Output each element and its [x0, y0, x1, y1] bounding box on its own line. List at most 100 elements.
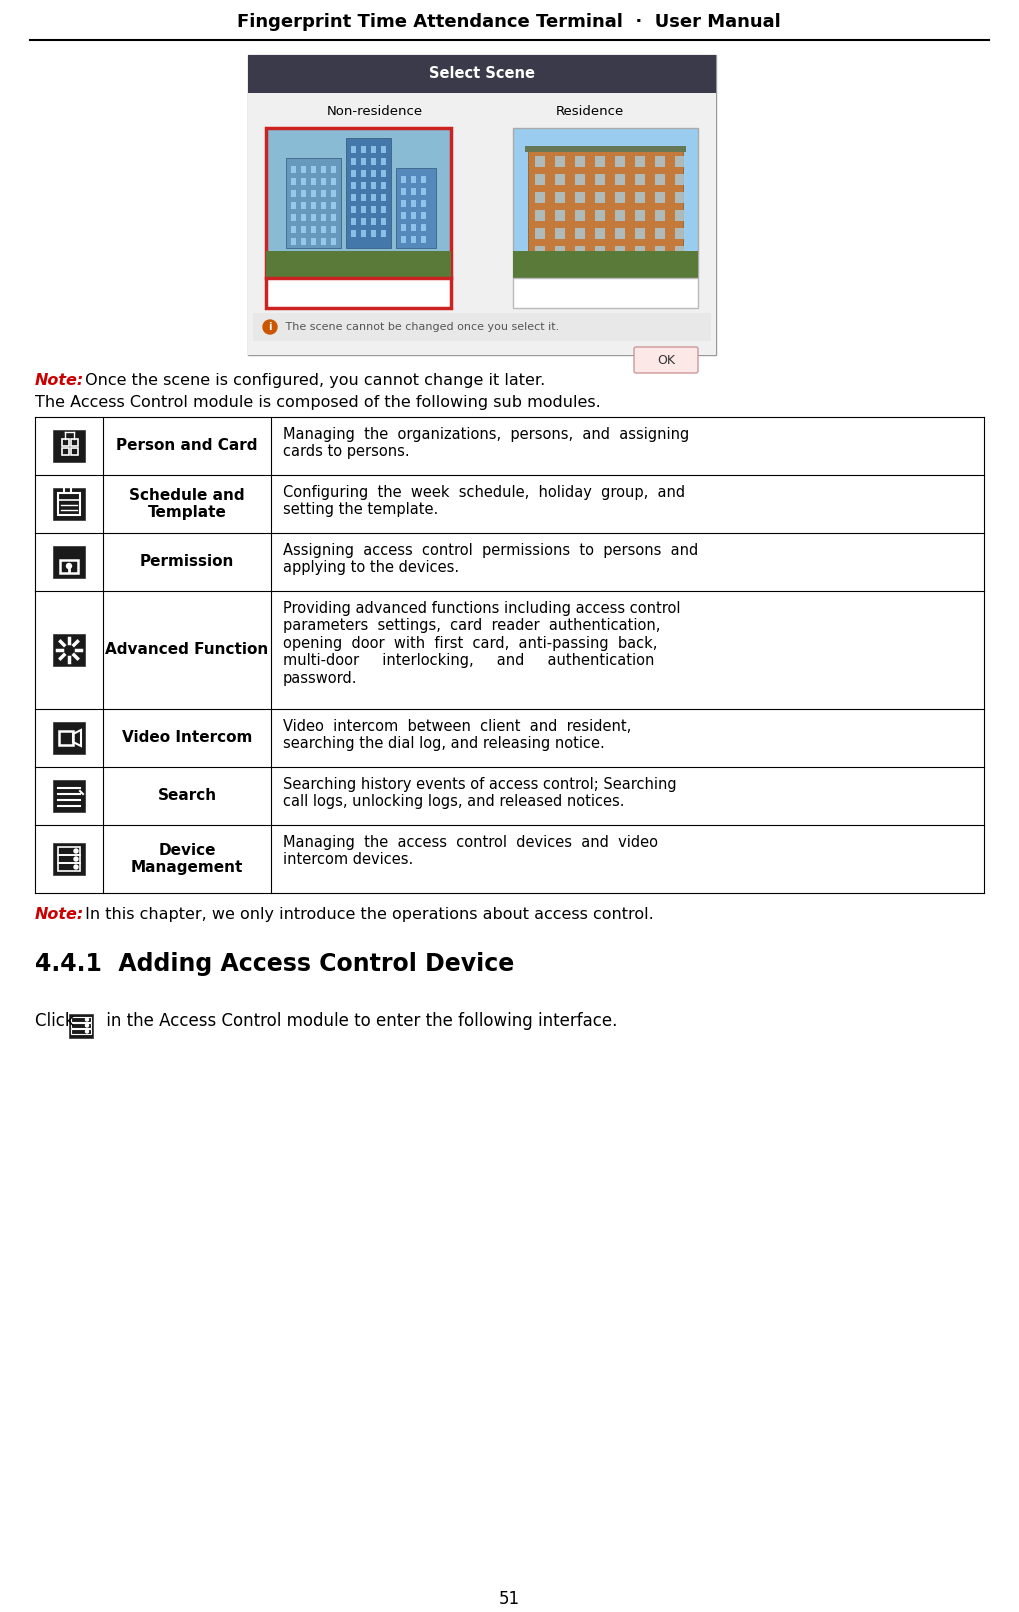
Bar [675, 174, 685, 185]
Bar [555, 192, 565, 203]
Text: Device
Management: Device Management [130, 843, 244, 875]
Bar [266, 251, 451, 277]
Bar [53, 843, 85, 875]
Bar [311, 190, 316, 197]
Bar [331, 214, 336, 221]
Bar [361, 169, 366, 177]
Bar [321, 190, 326, 197]
Text: Permission: Permission [140, 555, 234, 569]
Bar [655, 264, 665, 276]
Circle shape [74, 850, 78, 853]
Bar [535, 210, 545, 221]
Bar [331, 202, 336, 210]
Bar [421, 189, 426, 195]
Text: Search: Search [158, 788, 217, 803]
Bar [381, 218, 386, 226]
Bar [513, 127, 698, 277]
Bar [331, 166, 336, 172]
Bar [525, 147, 686, 152]
Bar [401, 189, 406, 195]
Bar [655, 247, 665, 256]
Bar [53, 634, 85, 666]
Text: Non-residence: Non-residence [326, 105, 423, 118]
Bar [361, 158, 366, 164]
Bar [351, 206, 356, 213]
Bar [311, 214, 316, 221]
Bar [311, 166, 316, 172]
Bar [321, 226, 326, 234]
Bar [381, 158, 386, 164]
Bar [575, 247, 585, 256]
Bar [331, 177, 336, 185]
Text: Select Scene: Select Scene [429, 66, 535, 82]
Bar [371, 193, 376, 202]
Bar [321, 177, 326, 185]
Bar [331, 190, 336, 197]
Text: OK: OK [657, 353, 675, 366]
Bar [53, 488, 85, 521]
Bar [615, 174, 625, 185]
Bar [411, 200, 416, 206]
Circle shape [66, 564, 71, 569]
Bar [351, 169, 356, 177]
Text: i: i [268, 322, 272, 332]
Bar [248, 55, 716, 93]
Text: in the Access Control module to enter the following interface.: in the Access Control module to enter th… [101, 1012, 618, 1030]
Bar [421, 213, 426, 219]
Circle shape [86, 1030, 89, 1033]
Text: Configuring  the  week  schedule,  holiday  group,  and
setting the template.: Configuring the week schedule, holiday g… [283, 485, 685, 517]
Bar [351, 231, 356, 237]
Bar [635, 210, 645, 221]
Bar [58, 854, 81, 862]
Bar [311, 226, 316, 234]
Bar [291, 202, 296, 210]
Bar [555, 264, 565, 276]
Bar [266, 127, 451, 277]
Bar [321, 214, 326, 221]
Bar [615, 247, 625, 256]
Bar [361, 193, 366, 202]
Bar [595, 156, 605, 168]
Bar [411, 176, 416, 184]
Bar [361, 147, 366, 153]
Bar [291, 226, 296, 234]
Bar [555, 247, 565, 256]
Bar [535, 264, 545, 276]
Bar [421, 176, 426, 184]
Bar [351, 158, 356, 164]
Bar [421, 235, 426, 243]
Bar [575, 192, 585, 203]
Bar [321, 166, 326, 172]
Text: Providing advanced functions including access control
parameters  settings,  car: Providing advanced functions including a… [283, 601, 681, 685]
Bar [401, 176, 406, 184]
Bar [635, 227, 645, 239]
Bar [371, 169, 376, 177]
Bar [535, 227, 545, 239]
Bar [291, 239, 296, 245]
Bar [291, 190, 296, 197]
Bar [301, 226, 306, 234]
Text: Once the scene is configured, you cannot change it later.: Once the scene is configured, you cannot… [81, 372, 545, 388]
Bar [595, 227, 605, 239]
Bar [655, 174, 665, 185]
Bar [351, 193, 356, 202]
Circle shape [86, 1024, 89, 1027]
Bar [575, 264, 585, 276]
Bar [301, 202, 306, 210]
Bar [595, 247, 605, 256]
Bar [421, 224, 426, 231]
Bar [371, 231, 376, 237]
Bar [401, 224, 406, 231]
Bar [371, 218, 376, 226]
Text: Click: Click [35, 1012, 79, 1030]
Bar [675, 210, 685, 221]
Text: Video  intercom  between  client  and  resident,
searching the dial log, and rel: Video intercom between client and reside… [283, 719, 631, 751]
Bar [575, 227, 585, 239]
Bar [71, 1028, 91, 1033]
Bar [371, 182, 376, 189]
Bar [321, 239, 326, 245]
Bar [346, 139, 391, 248]
Bar [301, 166, 306, 172]
Bar [535, 247, 545, 256]
Bar [35, 476, 984, 534]
